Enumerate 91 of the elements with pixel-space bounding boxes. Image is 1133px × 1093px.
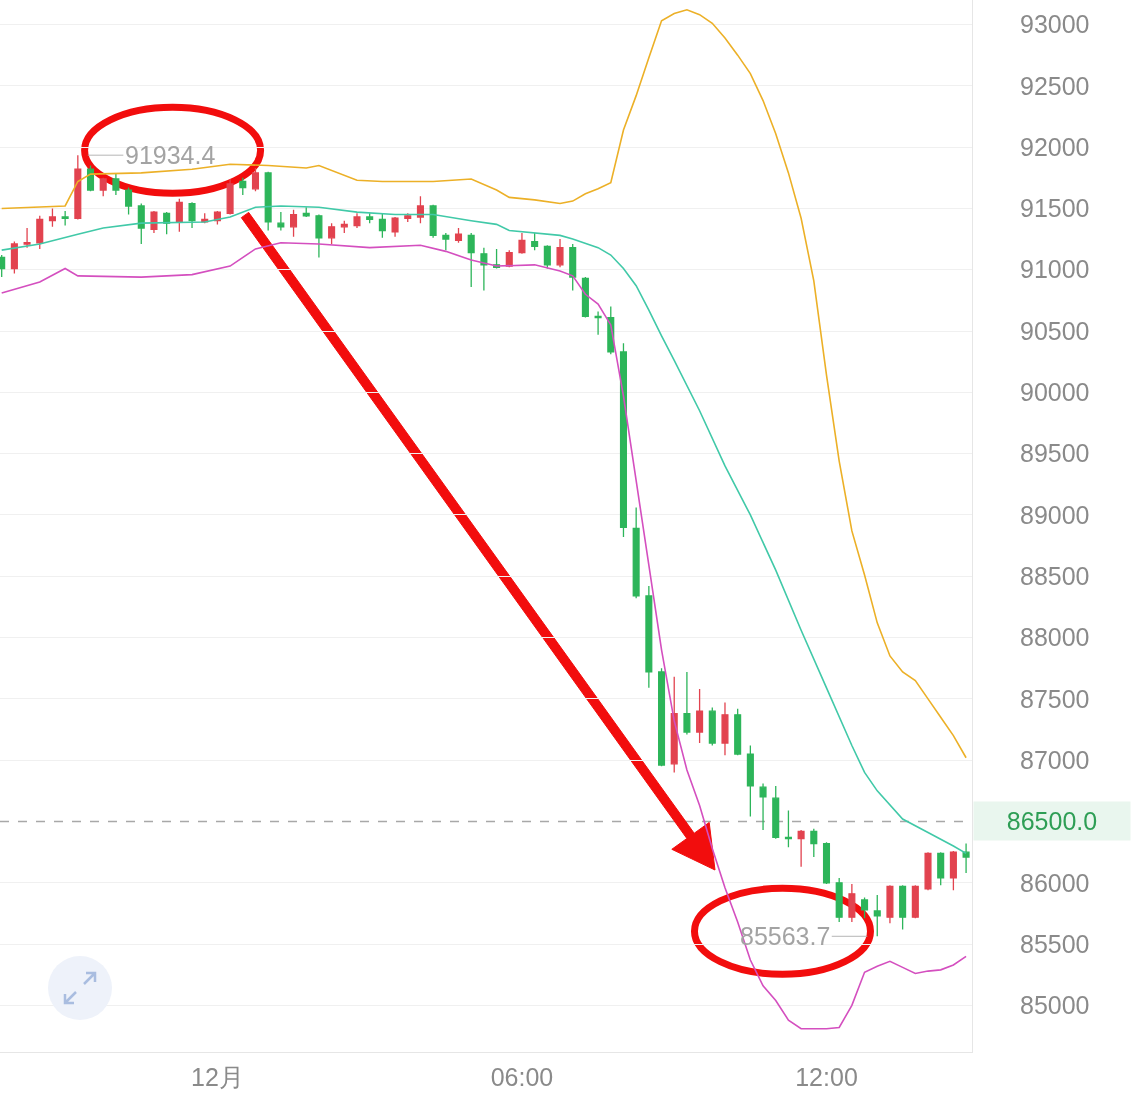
candlestick bbox=[556, 238, 564, 268]
candlestick bbox=[467, 232, 475, 288]
candlestick bbox=[328, 222, 336, 245]
candlestick bbox=[188, 201, 196, 229]
candlestick bbox=[480, 247, 488, 292]
y-tick-label: 88500 bbox=[1020, 562, 1090, 591]
candlestick bbox=[239, 177, 247, 196]
candlestick bbox=[454, 227, 463, 244]
candlestick bbox=[645, 585, 653, 689]
candlestick bbox=[784, 809, 792, 848]
candlestick bbox=[899, 884, 907, 931]
annotation: 91934.4 bbox=[125, 141, 216, 169]
candlestick bbox=[619, 342, 627, 538]
candlestick bbox=[581, 276, 589, 319]
y-tick-label: 92000 bbox=[1020, 132, 1090, 161]
y-tick-label: 92500 bbox=[1020, 71, 1090, 100]
candlestick bbox=[125, 186, 133, 216]
candlestick bbox=[315, 213, 323, 259]
candlestick bbox=[290, 209, 298, 238]
y-tick-label: 89500 bbox=[1020, 439, 1090, 468]
x-tick-label: 12月 bbox=[191, 1063, 244, 1091]
candlestick bbox=[429, 204, 437, 239]
candlestick bbox=[696, 688, 704, 744]
candlestick bbox=[569, 243, 577, 292]
candlestick bbox=[708, 706, 716, 747]
candlestick bbox=[683, 671, 691, 736]
y-tick-label: 85500 bbox=[1020, 929, 1090, 958]
candlestick bbox=[670, 676, 678, 774]
candlestick bbox=[734, 708, 742, 756]
candlestick bbox=[543, 244, 551, 270]
candlestick bbox=[835, 877, 843, 923]
candlestick bbox=[759, 782, 767, 831]
candlestick bbox=[366, 212, 374, 224]
candlestick bbox=[163, 211, 171, 235]
candlestick bbox=[226, 178, 234, 216]
candlestick bbox=[531, 232, 539, 251]
y-tick-label: 89000 bbox=[1020, 500, 1090, 529]
y-tick-label: 91500 bbox=[1020, 194, 1090, 223]
candlestick bbox=[937, 851, 945, 886]
candlestick bbox=[23, 227, 31, 249]
y-tick-label: 93000 bbox=[1020, 10, 1090, 39]
y-tick-label: 86000 bbox=[1020, 868, 1090, 897]
ref-line-label: 86500.0 bbox=[1006, 807, 1098, 835]
y-tick-label: 90500 bbox=[1020, 316, 1090, 345]
candlestick bbox=[658, 667, 666, 767]
candlestick bbox=[949, 850, 957, 891]
y-tick-label: 90000 bbox=[1020, 378, 1090, 407]
candlestick bbox=[378, 212, 386, 239]
candlestick bbox=[962, 842, 970, 874]
y-tick-label: 85000 bbox=[1020, 991, 1090, 1020]
x-tick-label: 06:00 bbox=[490, 1063, 554, 1091]
y-tick-label: 91000 bbox=[1020, 255, 1090, 284]
candlestick bbox=[391, 216, 399, 238]
candlestick bbox=[353, 212, 361, 229]
candlestick bbox=[924, 851, 932, 891]
candlestick bbox=[36, 215, 44, 250]
candlestick bbox=[61, 210, 69, 227]
candlestick bbox=[772, 785, 780, 840]
candlestick bbox=[505, 249, 513, 268]
candlestick bbox=[797, 829, 805, 868]
candlestick bbox=[721, 701, 729, 756]
candlestick bbox=[822, 841, 831, 885]
candlestick bbox=[594, 310, 602, 336]
candlestick bbox=[10, 240, 18, 275]
candlestick bbox=[48, 207, 56, 228]
y-tick-label: 87500 bbox=[1020, 684, 1090, 713]
candlestick bbox=[251, 167, 260, 192]
candlestick bbox=[277, 211, 285, 232]
candlestick bbox=[74, 154, 82, 221]
candlestick bbox=[404, 212, 412, 223]
candlestick bbox=[746, 744, 754, 818]
candlestick bbox=[886, 884, 894, 924]
candlestick bbox=[911, 884, 919, 919]
candlestick bbox=[518, 232, 526, 255]
candlestick bbox=[632, 506, 640, 599]
candlestick bbox=[861, 896, 869, 919]
candlestick bbox=[99, 177, 107, 197]
candlestick bbox=[873, 894, 881, 937]
candlestick bbox=[175, 197, 183, 233]
candlestick bbox=[416, 195, 424, 224]
candlestick bbox=[810, 828, 818, 858]
candlestick bbox=[264, 171, 272, 232]
y-tick-label: 88000 bbox=[1020, 623, 1090, 652]
candlestick bbox=[112, 172, 120, 196]
y-tick-label: 87000 bbox=[1020, 745, 1090, 774]
candlestick bbox=[150, 210, 158, 234]
candlestick bbox=[848, 883, 856, 923]
x-tick-label: 12:00 bbox=[795, 1063, 858, 1091]
candlestick bbox=[137, 202, 145, 245]
candlestick bbox=[0, 254, 6, 278]
candlestick bbox=[442, 232, 450, 251]
